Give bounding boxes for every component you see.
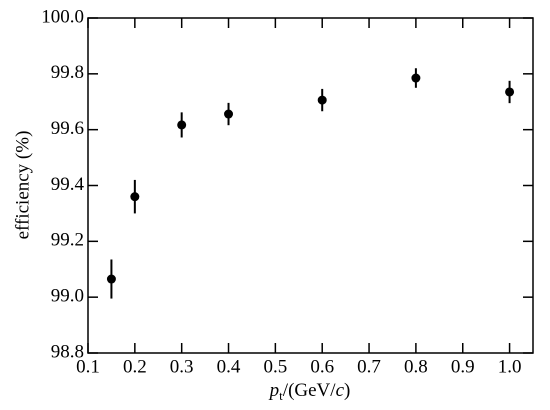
x-label-part: t [279,388,283,403]
y-tick-label: 99.8 [51,62,84,83]
data-point [177,120,187,130]
y-tick-label: 99.2 [51,230,84,251]
x-tick-label: 0.1 [76,356,100,377]
y-axis-label: efficiency (%) [12,131,33,240]
x-label-part: ) [344,380,350,401]
x-tick-label: 0.9 [451,356,475,377]
x-tick-label: 0.8 [404,356,428,377]
y-tick-label: 99.0 [51,286,84,307]
data-point [317,95,327,105]
y-tick-label: 99.4 [51,174,85,195]
x-tick-label: 0.7 [357,356,381,377]
x-tick-label: 0.6 [310,356,334,377]
y-tick-label: 99.6 [51,118,84,139]
y-tick-label: 100.0 [41,6,84,27]
data-point [224,109,234,119]
x-label-part: c [336,380,345,401]
y-tick-label: 98.8 [51,341,84,362]
x-tick-label: 0.5 [263,356,287,377]
x-tick-label: 0.3 [170,356,194,377]
x-tick-label: 0.2 [123,356,147,377]
plot-frame [87,17,534,354]
x-tick-label: 0.4 [217,356,241,377]
x-axis-label: pt/(GeV/c) [268,380,351,403]
data-point [411,73,421,83]
data-point [130,192,140,202]
data-point [106,274,116,284]
x-label-part: /(GeV/ [283,380,336,401]
x-tick-label: 1.0 [498,356,522,377]
data-point [505,87,515,97]
x-label-part: p [268,380,280,401]
